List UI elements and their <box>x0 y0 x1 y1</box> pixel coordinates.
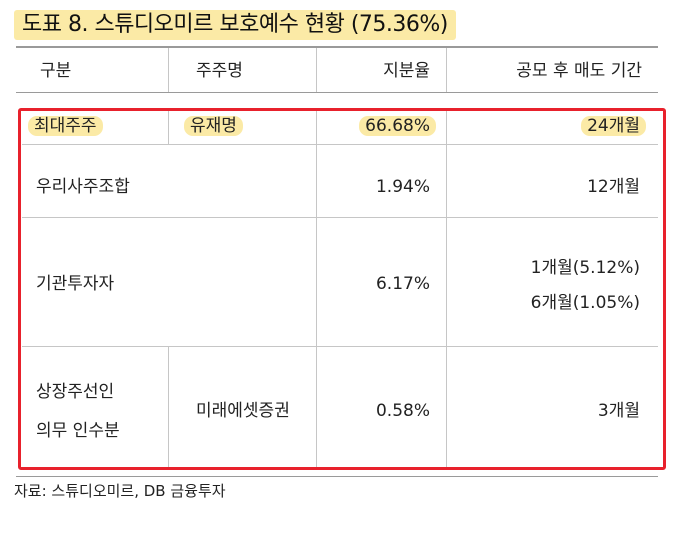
row-share: 1.94% <box>375 177 430 197</box>
column-divider <box>446 48 447 92</box>
row-share: 0.58% <box>375 401 430 421</box>
row-share: 66.68% <box>359 116 436 136</box>
row-category: 최대주주 <box>28 116 103 136</box>
row-category: 우리사주조합 <box>36 177 130 197</box>
table-top-rule <box>16 46 658 48</box>
row-period: 24개월 <box>581 116 646 136</box>
column-divider <box>168 346 169 470</box>
column-divider <box>446 108 447 470</box>
row-category: 기관투자자 <box>36 274 115 294</box>
row-divider <box>22 144 658 145</box>
row-divider <box>22 346 658 347</box>
row-holder: 미래에셋증권 <box>196 401 290 421</box>
lockup-highlight-box <box>18 108 666 470</box>
header-holder: 주주명 <box>196 61 243 81</box>
row-category-line: 상장주선인 <box>36 382 115 402</box>
row-divider <box>22 217 658 218</box>
table-bottom-rule <box>16 476 658 477</box>
header-rule <box>16 92 658 93</box>
header-period: 공모 후 매도 기간 <box>516 61 642 81</box>
source-note: 자료: 스튜디오미르, DB 금융투자 <box>14 482 226 500</box>
row-share: 6.17% <box>375 274 430 294</box>
column-divider <box>168 108 169 144</box>
row-category-line: 의무 인수분 <box>36 421 120 441</box>
column-divider <box>168 48 169 92</box>
table-title: 도표 8. 스튜디오미르 보호예수 현황 (75.36%) <box>14 10 456 40</box>
column-divider <box>316 108 317 470</box>
row-holder: 유재명 <box>184 116 243 136</box>
header-category: 구분 <box>40 61 72 81</box>
column-divider <box>316 48 317 92</box>
row-period-line: 6개월(1.05%) <box>530 293 640 313</box>
row-period: 12개월 <box>587 177 640 197</box>
row-period-line: 1개월(5.12%) <box>530 258 640 278</box>
row-period: 3개월 <box>597 401 640 421</box>
header-share: 지분율 <box>383 61 430 81</box>
